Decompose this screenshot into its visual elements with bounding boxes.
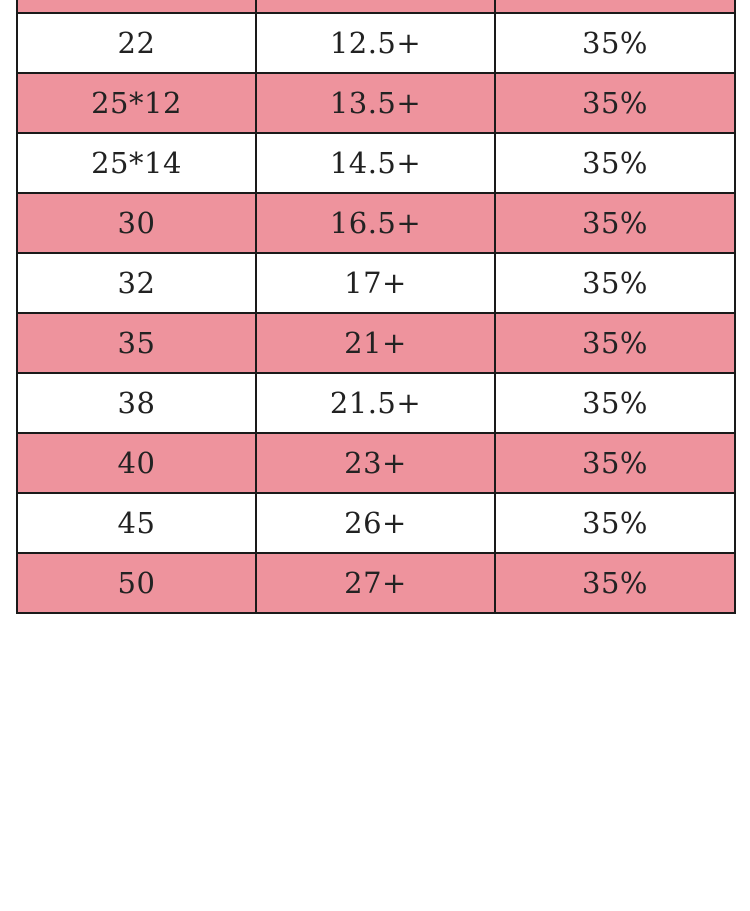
table-cell-value: 27+ <box>255 552 496 614</box>
table-cell-size: 22 <box>16 12 257 74</box>
table-cell-size: 40 <box>16 432 257 494</box>
size-table-container: 22 12.5+ 35% 25*12 13.5+ 35% 25*14 14.5+… <box>16 0 736 614</box>
table-cell <box>255 0 496 14</box>
table-row: 35 21+ 35% <box>16 312 736 374</box>
table-cell-value: 16.5+ <box>255 192 496 254</box>
table-cell-value: 21.5+ <box>255 372 496 434</box>
table-cell-percent: 35% <box>494 252 736 314</box>
table-row: 38 21.5+ 35% <box>16 372 736 434</box>
table-cell-value: 12.5+ <box>255 12 496 74</box>
table-cell-size: 25*12 <box>16 72 257 134</box>
table-cell-size: 45 <box>16 492 257 554</box>
table-cell-value: 21+ <box>255 312 496 374</box>
table-cell-percent: 35% <box>494 72 736 134</box>
table-cell-percent: 35% <box>494 492 736 554</box>
table-row: 50 27+ 35% <box>16 552 736 614</box>
table-cell-size: 38 <box>16 372 257 434</box>
table-row: 25*14 14.5+ 35% <box>16 132 736 194</box>
table-cell-size: 32 <box>16 252 257 314</box>
table-cell-percent: 35% <box>494 312 736 374</box>
table-row: 25*12 13.5+ 35% <box>16 72 736 134</box>
size-table: 22 12.5+ 35% 25*12 13.5+ 35% 25*14 14.5+… <box>16 0 736 614</box>
table-row-partial <box>16 0 736 14</box>
table-row: 40 23+ 35% <box>16 432 736 494</box>
table-cell-size: 30 <box>16 192 257 254</box>
table-cell-value: 23+ <box>255 432 496 494</box>
table-cell-size: 35 <box>16 312 257 374</box>
table-cell-percent: 35% <box>494 372 736 434</box>
table-cell-value: 17+ <box>255 252 496 314</box>
table-row: 32 17+ 35% <box>16 252 736 314</box>
blank-background <box>0 634 750 911</box>
table-cell-value: 26+ <box>255 492 496 554</box>
table-cell-value: 13.5+ <box>255 72 496 134</box>
table-cell <box>16 0 257 14</box>
table-row: 22 12.5+ 35% <box>16 12 736 74</box>
table-cell-percent: 35% <box>494 12 736 74</box>
table-cell-percent: 35% <box>494 432 736 494</box>
table-row: 30 16.5+ 35% <box>16 192 736 254</box>
table-cell-percent: 35% <box>494 192 736 254</box>
table-cell-percent: 35% <box>494 132 736 194</box>
table-cell <box>494 0 736 14</box>
table-row: 45 26+ 35% <box>16 492 736 554</box>
table-cell-value: 14.5+ <box>255 132 496 194</box>
table-cell-size: 25*14 <box>16 132 257 194</box>
table-cell-percent: 35% <box>494 552 736 614</box>
table-cell-size: 50 <box>16 552 257 614</box>
